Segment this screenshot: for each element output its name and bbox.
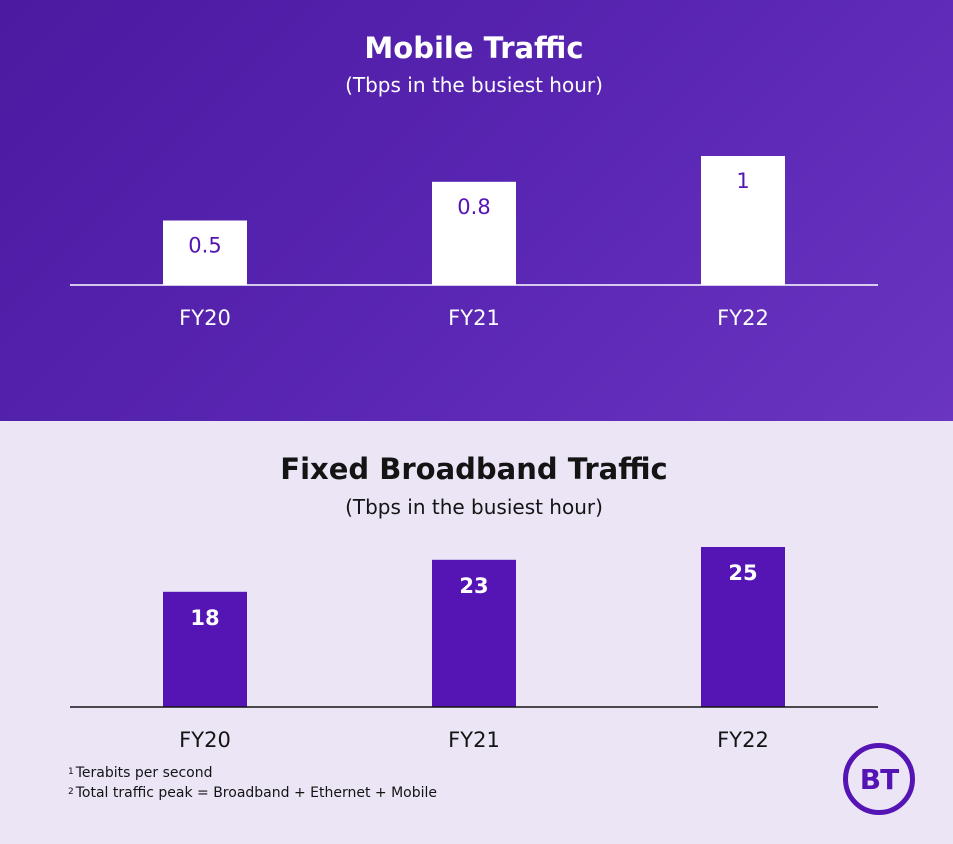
fixed-bar-value-label: 18	[190, 606, 219, 630]
mobile-bar-fy21	[432, 181, 516, 285]
footnote-1: 1 Terabits per second	[68, 763, 437, 783]
fixed-category-label: FY21	[448, 728, 500, 752]
footnote-2-marker: 2	[68, 787, 74, 797]
fixed-category-label: FY20	[179, 728, 231, 752]
footnotes: 1 Terabits per second 2 Total traffic peak…	[68, 763, 437, 803]
fixed-broadband-chart: Fixed Broadband Traffic (Tbps in the bus…	[70, 452, 878, 752]
fixed-bar-value-label: 25	[728, 561, 757, 585]
bt-logo-text: BT	[859, 762, 899, 796]
mobile-traffic-chart: Mobile Traffic (Tbps in the busiest hour…	[70, 31, 878, 330]
mobile-bars: 0.5 FY20 0.8 FY21 1 FY22	[163, 156, 785, 330]
mobile-bar-fy20	[163, 220, 247, 285]
mobile-category-label: FY20	[179, 306, 231, 330]
fixed-category-label: FY22	[717, 728, 769, 752]
mobile-category-label: FY22	[717, 306, 769, 330]
footnote-2-text: Total traffic peak = Broadband + Etherne…	[75, 785, 438, 801]
fixed-bar-value-label: 23	[459, 574, 488, 598]
mobile-bar-value-label: 0.5	[188, 234, 221, 258]
fixed-bar-fy22	[701, 547, 785, 707]
footnote-2: 2 Total traffic peak = Broadband + Ethern…	[68, 783, 437, 803]
mobile-bar-fy22	[701, 156, 785, 285]
fixed-chart-title: Fixed Broadband Traffic	[280, 452, 667, 486]
fixed-bar-fy20	[163, 591, 247, 707]
fixed-bar-fy21	[432, 559, 516, 707]
footnote-1-text: Terabits per second	[75, 765, 213, 781]
fixed-bars: 18 FY20 23 FY21 25 FY22	[163, 547, 785, 752]
footnote-1-marker: 1	[68, 767, 74, 777]
bt-logo: BT	[843, 743, 915, 815]
mobile-chart-subtitle: (Tbps in the busiest hour)	[345, 73, 603, 97]
fixed-chart-subtitle: (Tbps in the busiest hour)	[345, 495, 603, 519]
mobile-category-label: FY21	[448, 306, 500, 330]
mobile-chart-title: Mobile Traffic	[364, 31, 583, 65]
mobile-bar-value-label: 0.8	[457, 195, 490, 219]
mobile-bar-value-label: 1	[736, 169, 749, 193]
